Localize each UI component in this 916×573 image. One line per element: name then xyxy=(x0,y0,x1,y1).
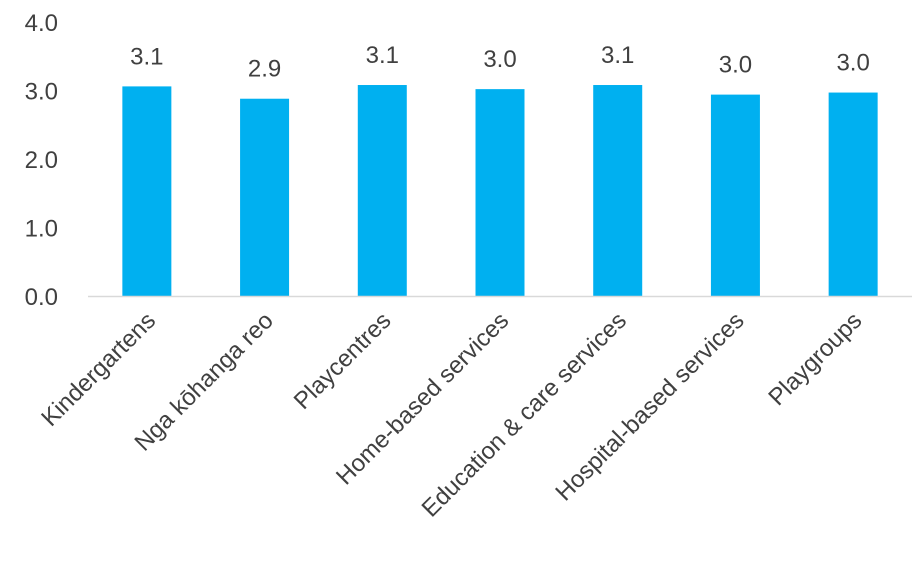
bar xyxy=(828,92,878,297)
data-label: 3.0 xyxy=(836,50,869,77)
y-tick-label: 1.0 xyxy=(25,216,58,243)
x-tick-label: Playcentres xyxy=(289,307,397,415)
bar xyxy=(710,94,760,296)
bar xyxy=(475,89,525,296)
data-labels: 3.1 2.9 3.1 3.0 3.1 3.0 3.0 xyxy=(130,42,870,83)
bars xyxy=(122,85,878,297)
data-label: 3.0 xyxy=(719,52,752,79)
y-tick-label: 3.0 xyxy=(25,79,58,106)
data-label: 3.1 xyxy=(130,43,163,70)
y-tick-label: 2.0 xyxy=(25,147,58,174)
y-axis-ticks: 0.0 1.0 2.0 3.0 4.0 xyxy=(25,10,58,311)
y-tick-label: 4.0 xyxy=(25,10,58,37)
data-label: 3.0 xyxy=(483,46,516,73)
data-label: 3.1 xyxy=(366,42,399,69)
x-tick-label: Kindergartens xyxy=(36,307,161,432)
data-label: 2.9 xyxy=(248,56,281,83)
data-label: 3.1 xyxy=(601,42,634,69)
bar xyxy=(240,98,290,296)
y-tick-label: 0.0 xyxy=(25,284,58,311)
x-tick-label: Playgroups xyxy=(763,307,867,411)
bar xyxy=(122,86,172,296)
x-tick-label: Hospital-based services xyxy=(550,307,749,506)
x-tick-label: Education & care services xyxy=(417,307,632,522)
bar xyxy=(593,85,643,297)
bar xyxy=(357,85,407,297)
